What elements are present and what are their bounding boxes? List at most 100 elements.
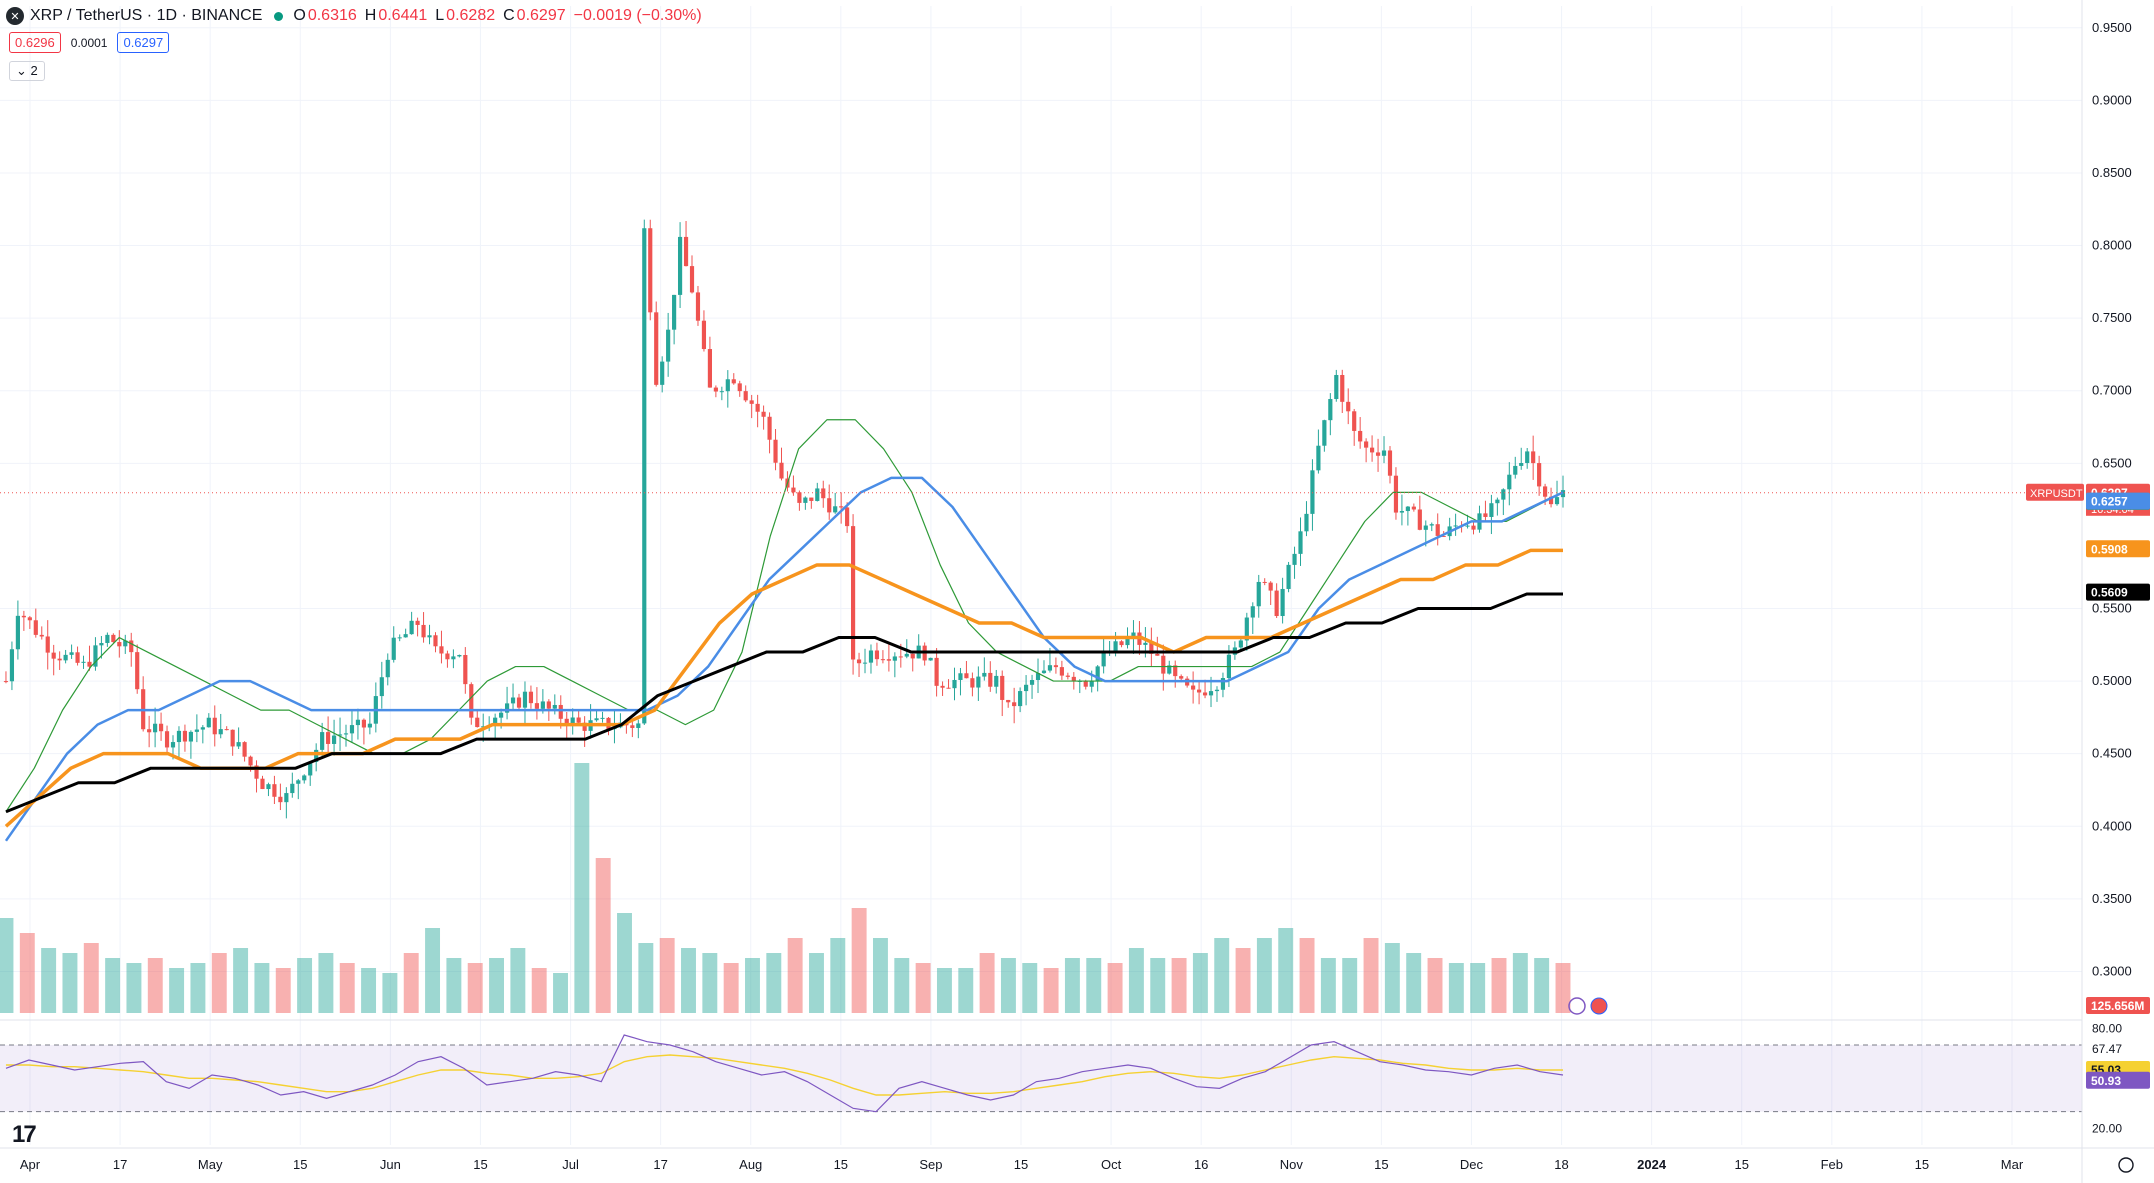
candle: [1334, 374, 1339, 400]
price-tick: 0.4500: [2092, 746, 2132, 761]
ma-tag-slow-bg: [2086, 540, 2150, 558]
candle: [552, 704, 557, 709]
volume-bar: [1278, 928, 1294, 1013]
candle: [391, 637, 396, 660]
volume-bar: [297, 958, 313, 1013]
candle: [1525, 451, 1530, 464]
candle: [415, 620, 420, 625]
candle: [1179, 676, 1184, 679]
candle: [862, 662, 868, 664]
candle: [445, 653, 450, 660]
time-tick: Dec: [1460, 1157, 1484, 1172]
candle: [1191, 685, 1196, 690]
ma-line-long: [5, 592, 1563, 814]
candle: [713, 387, 718, 392]
candle: [1429, 524, 1434, 526]
volume-tag: 125.656M: [2091, 999, 2144, 1013]
candle: [481, 726, 486, 728]
candle: [1155, 653, 1160, 656]
candle: [1411, 506, 1416, 510]
candle: [988, 672, 993, 687]
candle: [1125, 638, 1130, 646]
volume-bar: [915, 963, 931, 1013]
time-tick: 15: [293, 1157, 307, 1172]
volume-bar: [872, 938, 888, 1013]
candle: [755, 403, 760, 412]
candle: [994, 675, 999, 687]
candle: [308, 761, 313, 776]
candle: [21, 615, 26, 618]
open-label: O: [293, 7, 306, 24]
candle: [1381, 450, 1387, 456]
symbol-title[interactable]: XRP / TetherUS · 1D · BINANCE: [30, 7, 263, 24]
candle: [600, 717, 605, 719]
candle: [1304, 513, 1309, 532]
candle: [1095, 666, 1100, 681]
candle: [9, 649, 15, 682]
candle: [1274, 590, 1279, 617]
symbol-header: ✕ XRP / TetherUS · 1D · BINANCE O 0.6316 …: [6, 5, 710, 27]
candle: [504, 703, 510, 713]
buy-button[interactable]: 0.6297: [117, 32, 170, 53]
candle: [1358, 430, 1363, 442]
sell-button[interactable]: 0.6296: [9, 32, 61, 53]
candle: [976, 676, 981, 688]
tradingview-logo[interactable]: 17: [12, 1121, 37, 1148]
candle: [642, 228, 647, 724]
volume-bar: [553, 973, 568, 1013]
candle: [1340, 374, 1345, 402]
candle: [439, 646, 444, 654]
candle: [320, 732, 325, 750]
candle: [272, 784, 277, 797]
candle: [1214, 689, 1220, 692]
candle: [93, 645, 98, 667]
candle: [81, 661, 86, 663]
candle: [946, 687, 951, 689]
volume-bar: [1107, 963, 1123, 1013]
rsi-ma-line: [5, 1054, 1563, 1096]
volume-bar: [809, 953, 824, 1013]
candle: [1065, 675, 1070, 677]
volume-bar: [723, 963, 739, 1013]
time-tick: 15: [1014, 1157, 1028, 1172]
time-tick: Apr: [20, 1157, 41, 1172]
time-tick: Sep: [919, 1157, 942, 1172]
time-tick: 15: [1915, 1157, 1929, 1172]
volume-bar: [467, 963, 483, 1013]
candle: [499, 712, 504, 718]
price-tick: 0.9000: [2092, 92, 2132, 107]
candle: [868, 650, 874, 663]
candle: [1012, 702, 1017, 707]
time-tick: Mar: [2001, 1157, 2024, 1172]
time-tick: Jun: [380, 1157, 401, 1172]
candle: [767, 416, 772, 440]
us-flag-icon: [1590, 997, 1608, 1015]
volume-bar: [659, 938, 675, 1013]
volume-bar: [830, 938, 846, 1013]
volume-bar: [1000, 958, 1016, 1013]
candle: [39, 634, 44, 637]
candle: [982, 672, 987, 677]
candle: [45, 636, 50, 653]
candle: [1316, 445, 1321, 471]
candle: [815, 488, 820, 501]
candle: [188, 731, 193, 742]
candle: [1041, 670, 1047, 674]
time-tick: May: [198, 1157, 223, 1172]
candle: [737, 383, 742, 392]
candle: [1292, 553, 1297, 565]
candle: [1018, 691, 1023, 707]
ma-tag-long-bg: [2086, 583, 2150, 601]
candle: [254, 765, 259, 779]
candle: [105, 634, 110, 643]
volume-bar: [1512, 953, 1528, 1013]
candle: [1393, 475, 1399, 513]
candle: [540, 701, 545, 709]
volume-bar: [126, 963, 142, 1013]
candle: [1280, 588, 1285, 617]
volume-bar: [1256, 938, 1272, 1013]
candle: [314, 749, 319, 762]
candle: [469, 684, 474, 718]
indicators-toggle[interactable]: ⌄ 2: [9, 61, 45, 81]
